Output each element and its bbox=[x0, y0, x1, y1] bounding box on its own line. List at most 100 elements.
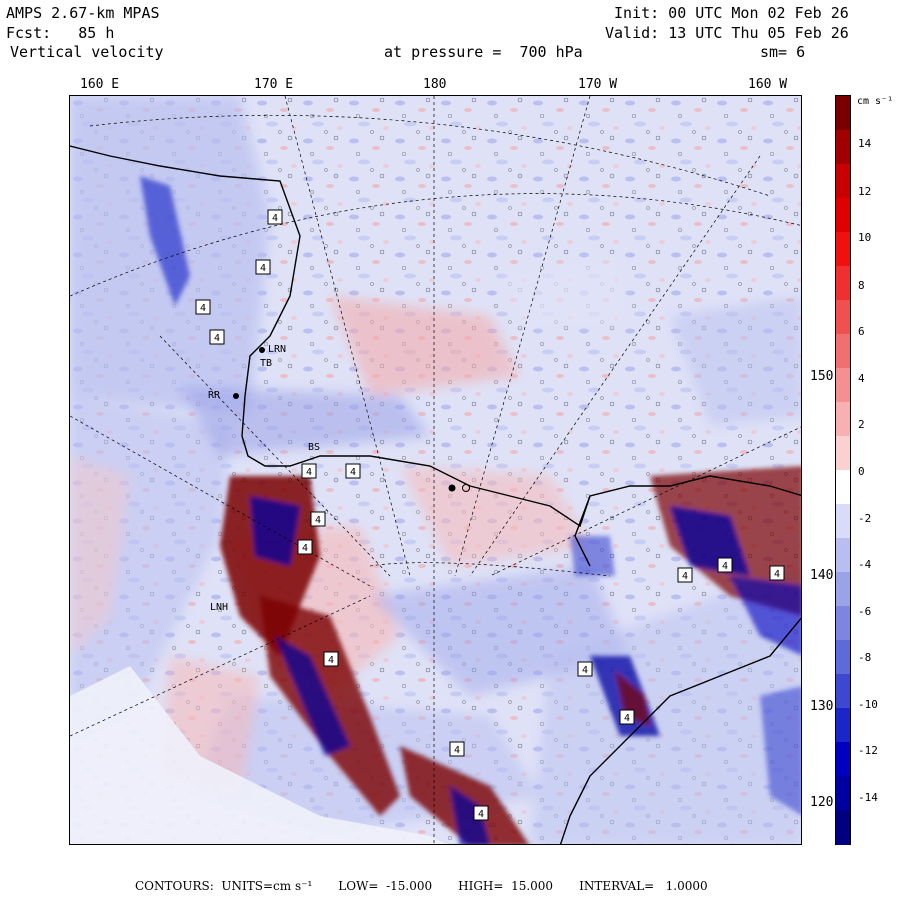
colorbar-segment bbox=[836, 538, 850, 573]
svg-text:4: 4 bbox=[302, 543, 308, 554]
colorbar-segment bbox=[836, 504, 850, 539]
station-marker[interactable]: 4 bbox=[301, 463, 317, 479]
model-title: AMPS 2.67-km MPAS bbox=[6, 4, 160, 22]
station-marker[interactable]: 4 bbox=[297, 539, 313, 555]
station-marker[interactable]: 4 bbox=[310, 511, 326, 527]
colorbar-segment bbox=[836, 300, 850, 335]
station-marker[interactable]: 4 bbox=[195, 299, 211, 315]
svg-text:4: 4 bbox=[214, 333, 220, 344]
colorbar-segment bbox=[836, 164, 850, 199]
colorbar-segment bbox=[836, 606, 850, 641]
colorbar-segment bbox=[836, 674, 850, 709]
place-label-rr: RR bbox=[208, 390, 221, 401]
colorbar-segment bbox=[836, 198, 850, 233]
colorbar-tick-label: 4 bbox=[858, 372, 865, 385]
lon-label-160e: 160 E bbox=[80, 77, 120, 92]
forecast-hour: Fcst: 85 h bbox=[6, 24, 115, 42]
svg-text:4: 4 bbox=[200, 303, 206, 314]
colorbar-tick-label: 8 bbox=[858, 279, 865, 292]
colorbar bbox=[835, 95, 851, 845]
colorbar-tick-label: -8 bbox=[858, 651, 872, 664]
coastline bbox=[70, 145, 801, 844]
station-marker[interactable]: 4 bbox=[345, 463, 361, 479]
svg-text:4: 4 bbox=[682, 571, 688, 582]
station-marker[interactable]: 4 bbox=[209, 329, 225, 345]
station-marker[interactable]: 4 bbox=[677, 567, 693, 583]
vertical-velocity-map[interactable]: 4 4 4 4 4 4 4 4 4 4 4 4 4 4 4 4 LRN TB R… bbox=[69, 95, 802, 845]
place-labels: LRN TB RR BS LNH bbox=[208, 344, 470, 613]
colorbar-tick-label: -10 bbox=[858, 698, 878, 711]
colorbar-tick-label: -2 bbox=[858, 512, 872, 525]
place-label-bs: BS bbox=[308, 442, 320, 453]
place-label-lrn: LRN bbox=[268, 344, 286, 355]
colorbar-tick-label: 0 bbox=[858, 465, 865, 478]
station-marker[interactable]: 4 bbox=[323, 651, 339, 667]
footer-high: HIGH= 15.000 bbox=[458, 879, 554, 893]
colorbar-tick-label: 10 bbox=[858, 231, 872, 244]
station-marker[interactable]: 4 bbox=[449, 741, 465, 757]
colorbar-segment bbox=[836, 470, 850, 505]
colorbar-unit: cm s⁻¹ bbox=[857, 96, 894, 107]
strong-features bbox=[140, 176, 801, 844]
station-marker[interactable]: 4 bbox=[717, 557, 733, 573]
colorbar-tick-label: -6 bbox=[858, 605, 872, 618]
field-name: Vertical velocity bbox=[10, 43, 164, 61]
lon-label-180: 180 bbox=[423, 77, 447, 92]
svg-text:4: 4 bbox=[624, 713, 630, 724]
station-marker[interactable]: 4 bbox=[577, 661, 593, 677]
colorbar-segment bbox=[836, 266, 850, 301]
footer-low: LOW= -15.000 bbox=[338, 879, 433, 893]
smoothing: sm= 6 bbox=[760, 43, 806, 61]
place-label-lnh: LNH bbox=[210, 602, 228, 613]
contour-footer: CONTOURS: UNITS=cm s⁻¹ LOW= -15.000 HIGH= … bbox=[135, 879, 734, 893]
colorbar-tick-label: 12 bbox=[858, 185, 872, 198]
station-marker[interactable]: 4 bbox=[473, 805, 489, 821]
colorbar-tick-label: -14 bbox=[858, 791, 878, 804]
colorbar-tick-label: 6 bbox=[858, 325, 865, 338]
valid-time: Valid: 13 UTC Thu 05 Feb 26 bbox=[605, 24, 849, 42]
pressure-level: at pressure = 700 hPa bbox=[384, 43, 583, 61]
colorbar-segment bbox=[836, 436, 850, 471]
lon-label-170e: 170 E bbox=[254, 77, 294, 92]
svg-text:4: 4 bbox=[315, 515, 321, 526]
colorbar-segment bbox=[836, 368, 850, 403]
colorbar-segment bbox=[836, 572, 850, 607]
station-marker[interactable]: 4 bbox=[255, 259, 271, 275]
footer-contours: CONTOURS: UNITS=cm s⁻¹ bbox=[135, 879, 313, 893]
station-marker[interactable]: 4 bbox=[769, 565, 785, 581]
colorbar-segment bbox=[836, 708, 850, 743]
colorbar-tick-label: -12 bbox=[858, 744, 878, 757]
lon-label-170w: 170 W bbox=[578, 77, 618, 92]
colorbar-segment bbox=[836, 334, 850, 369]
svg-text:4: 4 bbox=[272, 213, 278, 224]
svg-text:4: 4 bbox=[454, 745, 460, 756]
land-mask-lower-left bbox=[70, 666, 446, 844]
footer-interval: INTERVAL= 1.0000 bbox=[579, 879, 708, 893]
svg-text:4: 4 bbox=[306, 467, 312, 478]
svg-text:4: 4 bbox=[774, 569, 780, 580]
svg-text:4: 4 bbox=[722, 561, 728, 572]
colorbar-segment bbox=[836, 640, 850, 675]
svg-text:4: 4 bbox=[260, 263, 266, 274]
colorbar-segment bbox=[836, 96, 850, 131]
svg-text:4: 4 bbox=[582, 665, 588, 676]
station-marker[interactable]: 4 bbox=[267, 209, 283, 225]
station-marker[interactable]: 4 bbox=[619, 709, 635, 725]
colorbar-segment bbox=[836, 810, 850, 845]
colorbar-tick-label: 2 bbox=[858, 418, 865, 431]
colorbar-tick-label: -4 bbox=[858, 558, 872, 571]
svg-text:4: 4 bbox=[478, 809, 484, 820]
colorbar-segment bbox=[836, 742, 850, 777]
colorbar-segment bbox=[836, 130, 850, 165]
svg-text:4: 4 bbox=[328, 655, 334, 666]
map-canvas: 4 4 4 4 4 4 4 4 4 4 4 4 4 4 4 4 LRN TB R… bbox=[70, 96, 801, 844]
colorbar-segment bbox=[836, 232, 850, 267]
svg-text:4: 4 bbox=[350, 467, 356, 478]
place-label-tb: TB bbox=[260, 358, 272, 369]
station-markers[interactable]: 4 4 4 4 4 4 4 4 4 4 4 4 4 4 4 4 bbox=[195, 209, 785, 821]
colorbar-segment bbox=[836, 776, 850, 811]
lon-label-160w: 160 W bbox=[748, 77, 788, 92]
init-time: Init: 00 UTC Mon 02 Feb 26 bbox=[614, 4, 849, 22]
colorbar-segment bbox=[836, 402, 850, 437]
graticule bbox=[70, 96, 801, 844]
